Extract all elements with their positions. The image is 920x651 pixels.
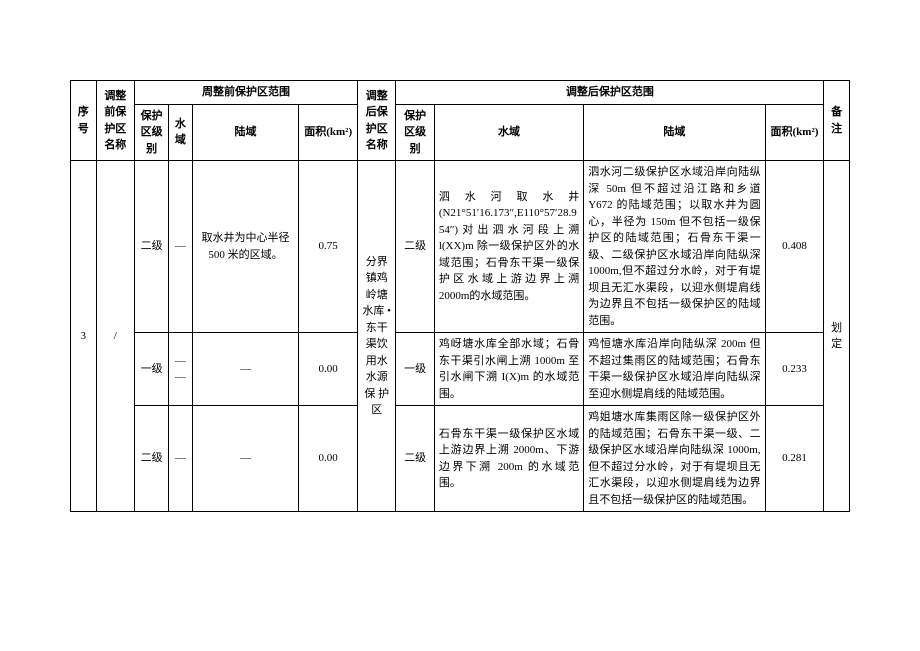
cell-pre-level: 二级 [135,406,169,512]
cell-pre-area: 0.75 [299,161,358,333]
cell-note: 划定 [824,161,850,512]
th-seq: 序号 [71,81,97,161]
th-post-group: 调整后保护区范围 [396,81,824,105]
cell-post-area: 0.233 [765,333,824,406]
th-post-land: 陆域 [584,104,765,161]
table-row: 3 / 二级 — 取水井为中心半径 500 米的区域。 0.75 分界镇鸡岭塘水… [71,161,850,333]
th-pre-water: 水域 [169,104,192,161]
cell-pre-area: 0.00 [299,406,358,512]
cell-post-land: 泗水河二级保护区水域沿岸向陆纵深 50m 但不超过沿江路和乡道 Y672 的陆域… [584,161,765,333]
th-post-water: 水域 [434,104,583,161]
cell-seq: 3 [71,161,97,512]
cell-pre-land: — [192,333,299,406]
th-post-name: 调整后保护区名称 [358,81,396,161]
cell-pre-name: / [96,161,134,512]
th-pre-land: 陆域 [192,104,299,161]
cell-pre-level: 一级 [135,333,169,406]
cell-pre-area: 0.00 [299,333,358,406]
header-row-2: 保护区级别 水域 陆域 面积(km²) 保护区级别 水域 陆域 面积(km²) [71,104,850,161]
th-note: 备注 [824,81,850,161]
cell-pre-water: —— [169,333,192,406]
cell-post-area: 0.408 [765,161,824,333]
th-post-level: 保护区级别 [396,104,434,161]
th-pre-level: 保护区级别 [135,104,169,161]
cell-post-water: 鸡岈塘水库全部水域；石骨东干渠引水闸上溯 1000m 至引水闸下溯 I(X)m … [434,333,583,406]
th-pre-name: 调整前保护区名称 [96,81,134,161]
cell-post-water: 泗 水 河 取 水 井 (N21°51′16.173″,E110°57′28.9… [434,161,583,333]
cell-pre-land: 取水井为中心半径 500 米的区域。 [192,161,299,333]
table-row: 一级 —— — 0.00 一级 鸡岈塘水库全部水域；石骨东干渠引水闸上溯 100… [71,333,850,406]
cell-post-water: 石骨东干渠一级保护区水域上游边界上溯 2000m、下游边界下溯 200m 的水域… [434,406,583,512]
header-row-1: 序号 调整前保护区名称 周整前保护区范围 调整后保护区名称 调整后保护区范围 备… [71,81,850,105]
cell-post-level: 二级 [396,161,434,333]
cell-post-area: 0.281 [765,406,824,512]
table-row: 二级 — — 0.00 二级 石骨东干渠一级保护区水域上游边界上溯 2000m、… [71,406,850,512]
cell-post-land: 鸡恒塘水库沿岸向陆纵深 200m 但不超过集雨区的陆域范围；石骨东干渠一级保护区… [584,333,765,406]
cell-post-land: 鸡姐塘水库集雨区除一级保护区外的陆域范围；石骨东干渠一级、二级保护区水域沿岸向陆… [584,406,765,512]
th-pre-group: 周整前保护区范围 [135,81,358,105]
cell-post-name: 分界镇鸡岭塘水库 • 东干渠饮用水水源保 护 区 [358,161,396,512]
cell-pre-water: — [169,406,192,512]
cell-pre-water: — [169,161,192,333]
th-post-area: 面积(km²) [765,104,824,161]
cell-pre-land: — [192,406,299,512]
protection-zone-table: 序号 调整前保护区名称 周整前保护区范围 调整后保护区名称 调整后保护区范围 备… [70,80,850,512]
cell-pre-level: 二级 [135,161,169,333]
cell-post-level: 二级 [396,406,434,512]
th-pre-area: 面积(km²) [299,104,358,161]
cell-post-level: 一级 [396,333,434,406]
